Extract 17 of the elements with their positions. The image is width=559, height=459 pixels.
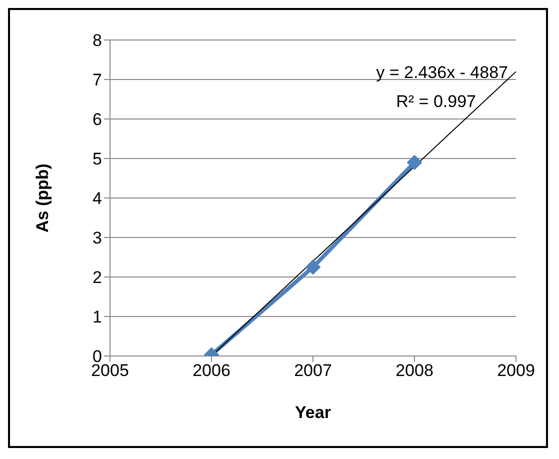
x-tick-label: 2005 — [91, 361, 129, 380]
x-tick-label: 2006 — [192, 361, 230, 380]
annotation: y = 2.436x - 4887 — [376, 63, 508, 83]
y-tick-label: 6 — [92, 110, 102, 130]
x-tick-label: 2007 — [294, 361, 332, 380]
x-tick-label: 2009 — [497, 361, 535, 380]
y-tick-label: 7 — [92, 70, 102, 90]
y-tick-label: 2 — [92, 268, 102, 288]
y-tick-label: 5 — [92, 150, 102, 169]
y-tick-label: 3 — [92, 228, 102, 248]
y-tick-label: 1 — [92, 308, 102, 327]
annotation: R² = 0.997 — [396, 92, 476, 112]
x-axis-title: Year — [295, 403, 332, 422]
y-tick-label: 4 — [92, 189, 102, 208]
x-tick-label: 2008 — [396, 361, 434, 380]
y-tick-label: 8 — [92, 31, 102, 50]
y-axis-title: As (ppb) — [33, 164, 52, 232]
